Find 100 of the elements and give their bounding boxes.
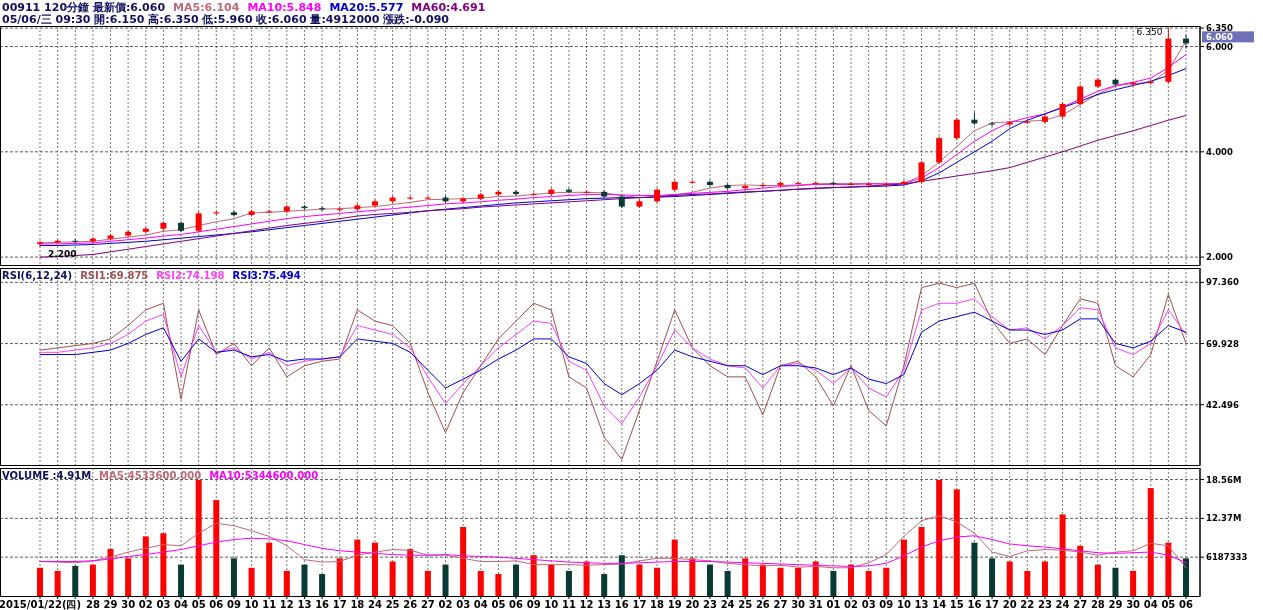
line-series (39, 311, 1187, 396)
x-tick-label: 04 (1143, 599, 1158, 610)
x-tick-label: 15 (949, 599, 964, 610)
chart-title: 00911 120分鐘 最新價:6.060 (2, 1, 166, 14)
line-series (39, 282, 1187, 460)
bar (830, 570, 837, 596)
candlestick (513, 189, 520, 197)
x-tick-label: 12 (579, 599, 594, 610)
x-tick-label: 12 (279, 599, 294, 610)
candlestick (883, 181, 890, 187)
bar (1094, 564, 1101, 596)
x-tick-label: 30 (1126, 599, 1141, 610)
text: MA10:5344600.000 (209, 470, 319, 481)
x-tick-label: 01 (826, 599, 841, 610)
x-tick-label: 10 (244, 599, 259, 610)
bar (953, 489, 960, 596)
bar (319, 574, 326, 596)
x-tick-label: 03 (156, 599, 171, 610)
x-tick-label: 16 (315, 599, 330, 610)
x-tick-label: 25 (738, 599, 753, 610)
y-tick-label: 4.000 (1206, 146, 1233, 157)
x-tick-label: 20 (685, 599, 700, 610)
candlestick (319, 206, 326, 212)
bar (248, 567, 255, 596)
bar (636, 564, 643, 596)
bar (1077, 545, 1084, 596)
bar (407, 548, 414, 596)
x-tick-label: 24 (720, 599, 735, 610)
x-tick-label: 02 (844, 599, 859, 610)
bar (883, 567, 890, 596)
bar (1183, 558, 1189, 596)
bar (125, 558, 132, 596)
y-tick-label: 97.360 (1206, 277, 1239, 288)
x-tick-label: 11 (561, 599, 576, 610)
x-tick-label: 17 (332, 599, 347, 610)
x-tick-label: 30 (121, 599, 136, 610)
x-tick-label: 22 (1020, 599, 1035, 610)
x-tick-label: 20 (1002, 599, 1017, 610)
x-tick-label: 05 (1161, 599, 1176, 610)
x-tick-label: 27 (1073, 599, 1088, 610)
bar (37, 567, 43, 596)
text: RSI3:75.494 (232, 270, 301, 281)
candlestick (565, 187, 572, 194)
annotation: 6.350 (1136, 27, 1163, 37)
bar (530, 555, 537, 596)
bar (601, 574, 608, 596)
x-tick-label: 02 (138, 599, 153, 610)
candlestick (918, 160, 925, 184)
bar (160, 533, 167, 596)
bar (1165, 542, 1172, 596)
x-tick-label: 05 (491, 599, 506, 610)
bar (706, 564, 713, 596)
text: MA60:4.691 (411, 1, 486, 14)
x-tick-label: 16 (614, 599, 629, 610)
bar (654, 567, 661, 596)
candlestick (230, 210, 237, 218)
candlestick (900, 179, 907, 187)
bar (565, 570, 572, 596)
x-tick-label: 06 (1179, 599, 1193, 610)
text: 6.060 (1206, 31, 1233, 42)
x-tick-label: 10 (544, 599, 559, 610)
candlestick (424, 195, 431, 200)
x-tick-label: 03 (456, 599, 471, 610)
bar (1024, 570, 1031, 596)
x-tick-label: 26 (403, 599, 418, 610)
bar (460, 526, 467, 596)
x-tick-label: 17 (985, 599, 1000, 610)
bar (618, 555, 625, 596)
x-tick-label: 03 (861, 599, 876, 610)
candlestick (848, 181, 855, 187)
x-tick-label: 29 (1108, 599, 1123, 610)
y-tick-label: 6.000 (1206, 41, 1233, 52)
bar (724, 570, 731, 596)
x-tick-label: 04 (174, 599, 189, 610)
bar (354, 539, 361, 596)
bar (989, 558, 996, 596)
candlestick (759, 182, 766, 189)
text: MA10:5.848 (247, 1, 322, 14)
x-tick-label: 24 (1055, 599, 1070, 610)
x-tick-label: 17 (632, 599, 647, 610)
x-tick-label: 10 (896, 599, 911, 610)
text: MA5:4533600.000 (99, 470, 202, 481)
bar (89, 564, 96, 596)
line-series (39, 114, 1187, 258)
bar (301, 564, 308, 596)
candlestick (37, 240, 43, 248)
bar (283, 570, 290, 596)
bar (442, 564, 449, 596)
text: RSI2:74.198 (156, 270, 225, 281)
bar (865, 570, 872, 596)
y-tick-label: 6187333 (1206, 552, 1248, 563)
y-tick-label: 18.56M (1206, 474, 1242, 485)
bar (54, 570, 61, 596)
line-series (39, 298, 1187, 425)
bar (918, 526, 925, 596)
bar (583, 561, 590, 596)
bar (266, 542, 273, 596)
annotation: 2.200 (48, 248, 77, 259)
x-tick-label: 04 (473, 599, 488, 610)
x-tick-label: 19 (667, 599, 682, 610)
